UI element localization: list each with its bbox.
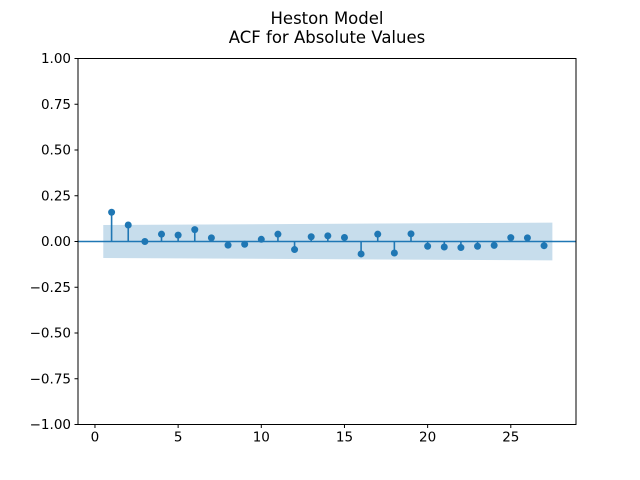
y-tick-label: −1.00 xyxy=(30,417,71,433)
y-tick-label: 1.00 xyxy=(41,51,71,67)
data-point-marker xyxy=(108,208,116,216)
y-tick-label: −0.50 xyxy=(30,326,71,342)
chart-title-line2: ACF for Absolute Values xyxy=(228,27,426,47)
chart-title: Heston Model ACF for Absolute Values xyxy=(78,9,576,47)
x-tick-label: 25 xyxy=(502,430,519,446)
data-point-marker xyxy=(174,231,182,239)
data-point-marker xyxy=(424,242,432,250)
y-tick-label: −0.25 xyxy=(30,280,71,296)
y-tick-label: 0.00 xyxy=(41,234,71,250)
chart-title-line1: Heston Model xyxy=(270,9,384,28)
data-point-marker xyxy=(490,241,498,249)
data-point-marker xyxy=(224,241,232,249)
y-tick-label: 0.25 xyxy=(41,188,71,204)
x-tick-label: 5 xyxy=(174,430,183,446)
data-point-marker xyxy=(374,230,382,238)
data-point-marker xyxy=(340,233,348,241)
data-point-marker xyxy=(141,238,149,245)
data-point-marker xyxy=(124,221,132,229)
x-tick-label: 15 xyxy=(336,430,353,446)
y-tick-label: 0.50 xyxy=(41,143,71,159)
x-tick-label: 0 xyxy=(91,430,100,446)
data-point-marker xyxy=(440,243,448,251)
data-point-marker xyxy=(307,233,315,241)
data-point-marker xyxy=(507,234,515,242)
data-point-marker xyxy=(357,250,365,258)
data-point-marker xyxy=(157,230,165,238)
y-tick-label: −0.75 xyxy=(30,371,71,387)
data-point-marker xyxy=(207,234,215,242)
x-tick-label: 10 xyxy=(253,430,270,446)
data-point-marker xyxy=(474,242,482,250)
data-point-marker xyxy=(457,244,465,252)
data-point-marker xyxy=(191,226,199,234)
data-point-marker xyxy=(257,235,265,243)
data-point-marker xyxy=(540,242,548,250)
data-point-marker xyxy=(324,232,332,240)
data-point-marker xyxy=(291,246,299,254)
data-point-marker xyxy=(523,234,531,242)
data-point-marker xyxy=(241,240,249,248)
data-point-marker xyxy=(390,249,398,257)
data-point-marker xyxy=(407,230,415,238)
y-tick-label: 0.75 xyxy=(41,97,71,113)
data-point-marker xyxy=(274,230,282,238)
x-tick-label: 20 xyxy=(419,430,436,446)
